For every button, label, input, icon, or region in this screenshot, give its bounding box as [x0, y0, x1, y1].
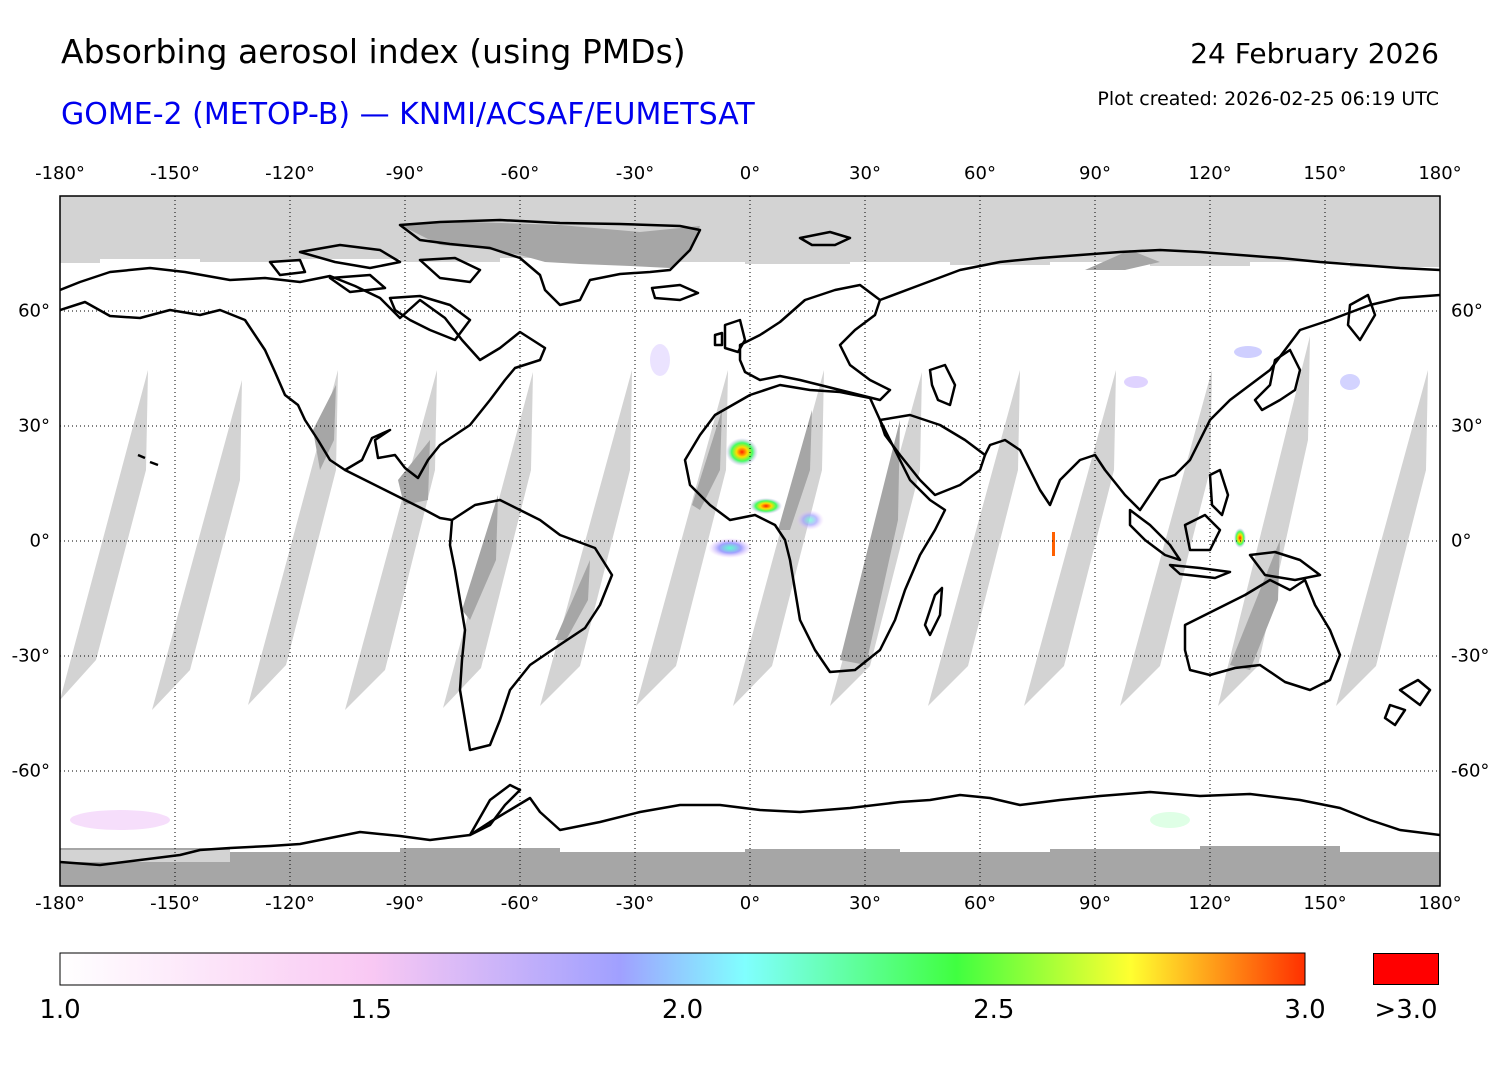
colorbar-tick-label: 1.5 — [350, 995, 392, 1025]
coast-europe — [738, 283, 892, 402]
coast-sumatra — [1128, 508, 1182, 562]
observation-date: 24 February 2026 — [1190, 37, 1439, 70]
lon-tick-bottom: 60° — [964, 893, 996, 914]
lon-tick-top: 0° — [739, 163, 761, 184]
coast-antarctic-peninsula — [468, 783, 522, 837]
coast-hudson-bay — [388, 294, 472, 342]
coast-arabia — [878, 413, 987, 497]
lat-tick-left: 30° — [18, 415, 50, 437]
instrument-subtitle: GOME-2 (METOP-B) — KNMI/ACSAF/EUMETSAT — [61, 97, 755, 132]
colorbar — [59, 952, 1306, 986]
coast-hawaii — [137, 453, 159, 467]
lon-tick-top: -90° — [385, 163, 425, 184]
lon-tick-top: -120° — [265, 163, 315, 184]
plume-equatorial-atlantic — [708, 538, 752, 558]
coast-java — [1168, 563, 1232, 580]
lat-tick-left: 60° — [18, 300, 50, 322]
lon-tick-bottom: -60° — [500, 893, 540, 914]
greenland-polar — [400, 222, 700, 268]
coast-south-america — [448, 498, 614, 752]
hotspot-west-sahara — [726, 438, 758, 466]
speckle-north-atlantic — [650, 344, 670, 376]
coast-borneo — [1183, 513, 1222, 552]
speckle-southern-pacific — [70, 810, 170, 830]
hotspot-gulf-of-guinea — [750, 498, 782, 514]
lon-tick-bottom: 120° — [1188, 893, 1232, 914]
colorbar-over-swatch — [1373, 953, 1439, 985]
hotspot-indonesia — [1234, 528, 1246, 548]
coast-australia — [1183, 578, 1342, 692]
coast-caspian — [928, 363, 957, 407]
lon-tick-top: 60° — [964, 163, 996, 184]
lon-tick-bottom: -30° — [615, 893, 655, 914]
lon-tick-top: 150° — [1303, 163, 1347, 184]
coast-new-zealand — [1383, 678, 1432, 727]
lon-tick-bottom: 150° — [1303, 893, 1347, 914]
plot-created-timestamp: Plot created: 2026-02-25 06:19 UTC — [1097, 88, 1439, 110]
lon-tick-bottom: -120° — [265, 893, 315, 914]
coast-greenland — [398, 218, 702, 307]
lon-tick-bottom: 30° — [849, 893, 881, 914]
lon-tick-bottom: 90° — [1079, 893, 1111, 914]
colorbar-tick-label: 2.5 — [973, 995, 1015, 1025]
coastlines — [60, 218, 1440, 867]
lon-tick-top: 30° — [849, 163, 881, 184]
streak-indian-ocean — [1052, 532, 1055, 556]
coast-madagascar — [923, 586, 944, 637]
lon-tick-top: 120° — [1188, 163, 1232, 184]
lon-tick-bottom: -180° — [35, 893, 85, 914]
lon-tick-bottom: -90° — [385, 893, 425, 914]
graticule — [60, 196, 1440, 886]
lat-tick-right: 0° — [1451, 530, 1472, 552]
coast-asia — [879, 248, 1440, 512]
plume-pacific — [1340, 374, 1360, 390]
plume-east-asia — [1234, 346, 1262, 358]
plume-china — [1124, 376, 1148, 388]
coast-philippines — [1208, 468, 1230, 517]
lat-tick-right: -60° — [1451, 760, 1490, 782]
coast-iceland — [650, 283, 700, 302]
lon-tick-top: -150° — [150, 163, 200, 184]
plume-southern-ocean — [1150, 812, 1190, 828]
lon-tick-bottom: 0° — [739, 893, 761, 914]
coast-japan — [1253, 348, 1302, 412]
lat-tick-left: 0° — [29, 530, 50, 552]
map-panel — [60, 196, 1440, 886]
coast-antarctica — [60, 790, 1440, 867]
coast-africa — [683, 383, 947, 674]
colorbar-tick-label: 3.0 — [1284, 995, 1326, 1025]
arctic-no-data — [60, 196, 1440, 267]
lon-tick-bottom: -150° — [150, 893, 200, 914]
coast-new-guinea — [1248, 550, 1322, 582]
lon-tick-top: -180° — [35, 163, 85, 184]
lat-tick-right: 30° — [1451, 415, 1483, 437]
coast-svalbard — [798, 230, 852, 247]
plume-central-africa — [796, 510, 824, 530]
colorbar-over-label: >3.0 — [1374, 995, 1438, 1025]
lat-tick-left: -60° — [11, 760, 50, 782]
coast-britain — [713, 318, 747, 354]
lon-tick-top: 90° — [1079, 163, 1111, 184]
map-title: Absorbing aerosol index (using PMDs) — [61, 32, 686, 71]
coast-kamchatka — [1346, 293, 1377, 342]
lon-tick-top: -60° — [500, 163, 540, 184]
lon-tick-top: 180° — [1418, 163, 1462, 184]
aerosol-signals — [70, 344, 1360, 830]
orbit-gaps-over-land — [313, 250, 1280, 670]
colorbar-tick-label: 2.0 — [661, 995, 704, 1025]
lat-tick-left: -30° — [11, 645, 50, 667]
map-frame — [59, 195, 1441, 887]
lat-tick-right: -30° — [1451, 645, 1490, 667]
lat-tick-right: 60° — [1451, 300, 1483, 322]
colorbar-tick-label: 1.0 — [39, 995, 81, 1025]
coast-canadian-archipelago — [268, 243, 482, 294]
lon-tick-top: -30° — [615, 163, 655, 184]
coast-north-america — [60, 266, 547, 480]
lon-tick-bottom: 180° — [1418, 893, 1462, 914]
